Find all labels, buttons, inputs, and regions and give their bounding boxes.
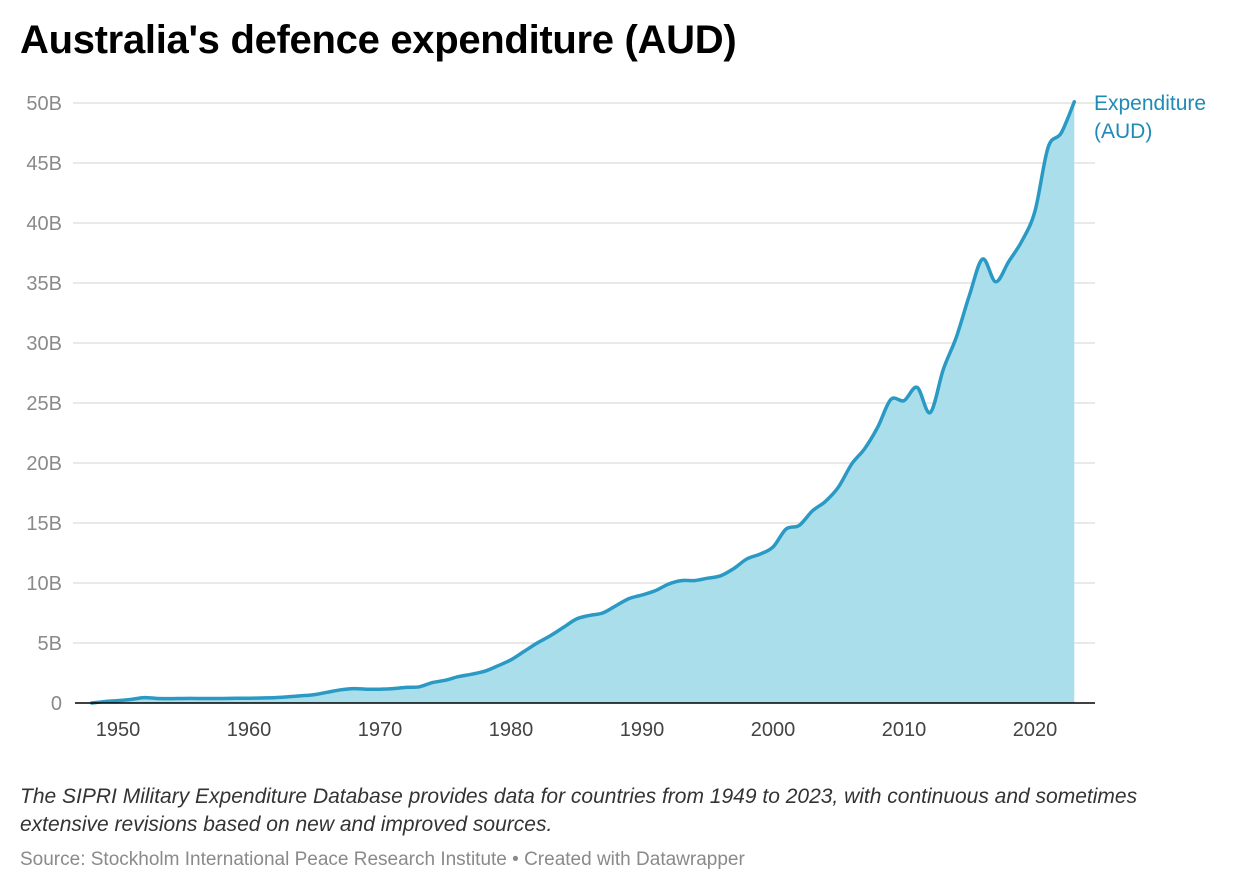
x-tick-label: 1970 <box>358 719 403 741</box>
area-fill <box>91 101 1075 704</box>
y-axis-ticks: 0 5B 10B 15B 20B 25B 30B 35B 40B 45B 50B <box>26 93 62 715</box>
x-axis-ticks: 1950 1960 1970 1980 1990 2000 2010 2020 <box>96 719 1058 741</box>
series-label-line: (AUD) <box>1094 120 1152 143</box>
chart-notes: The SIPRI Military Expenditure Database … <box>20 785 1138 836</box>
x-tick-label: 1990 <box>620 719 665 741</box>
y-tick-label: 20B <box>26 453 62 475</box>
chart-source: Source: Stockholm International Peace Re… <box>20 849 745 870</box>
x-tick-label: 1980 <box>489 719 534 741</box>
series-label: Expenditure (AUD) <box>1094 92 1206 143</box>
y-tick-label: 30B <box>26 333 62 355</box>
chart-title: Australia's defence expenditure (AUD) <box>20 18 737 62</box>
x-tick-label: 2010 <box>882 719 927 741</box>
y-tick-label: 45B <box>26 153 62 175</box>
x-tick-label: 2020 <box>1013 719 1058 741</box>
y-tick-label: 35B <box>26 273 62 295</box>
x-tick-label: 1960 <box>227 719 272 741</box>
y-tick-label: 5B <box>38 633 62 655</box>
series-label-line: Expenditure <box>1094 92 1206 115</box>
series-line <box>90 100 1077 705</box>
y-tick-label: 15B <box>26 513 62 535</box>
y-tick-label: 50B <box>26 93 62 115</box>
gridlines <box>73 102 1095 644</box>
y-tick-label: 0 <box>51 693 62 715</box>
y-tick-label: 25B <box>26 393 62 415</box>
x-tick-label: 2000 <box>751 719 796 741</box>
y-tick-label: 10B <box>26 573 62 595</box>
y-tick-label: 40B <box>26 213 62 235</box>
x-tick-label: 1950 <box>96 719 141 741</box>
